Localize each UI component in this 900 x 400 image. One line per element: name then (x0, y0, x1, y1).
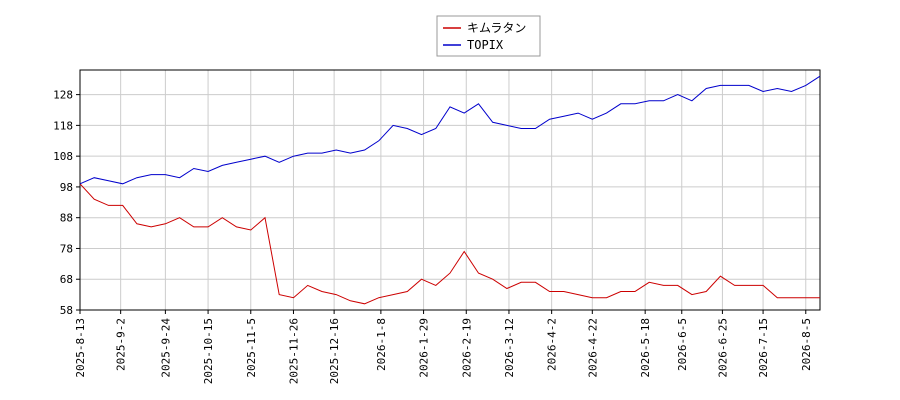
x-tick-label: 2025-11-5 (245, 318, 258, 378)
x-tick-label: 2025-10-15 (202, 318, 215, 384)
series-line (79, 183, 820, 305)
x-tick-label: 2025-9-24 (159, 318, 172, 378)
y-tick-label: 78 (60, 242, 73, 255)
x-tick-label: 2025-8-13 (74, 318, 87, 378)
y-tick-label: 98 (60, 181, 73, 194)
x-tick-label: 2026-7-15 (757, 318, 770, 378)
legend-box (436, 15, 541, 57)
y-tick-label: 58 (60, 304, 73, 317)
y-tick-label: 118 (53, 119, 73, 132)
y-tick-label: 128 (53, 89, 73, 102)
x-tick-label: 2026-6-5 (676, 318, 689, 371)
x-tick-label: 2026-4-22 (586, 318, 599, 378)
y-tick-label: 68 (60, 273, 73, 286)
x-tick-label: 2025-9-2 (115, 318, 128, 371)
x-tick-label: 2026-3-12 (503, 318, 516, 378)
legend-label: TOPIX (467, 38, 504, 52)
plot-frame (79, 69, 821, 311)
x-tick-label: 2026-4-2 (546, 318, 559, 371)
x-tick-label: 2026-6-25 (716, 318, 729, 378)
x-tick-label: 2026-5-18 (639, 318, 652, 378)
x-tick-label: 2025-11-26 (287, 318, 300, 384)
x-tick-label: 2025-12-16 (328, 318, 341, 384)
x-tick-label: 2026-1-8 (375, 318, 388, 371)
legend-label: キムラタン (467, 21, 526, 35)
x-tick-label: 2026-1-29 (418, 318, 431, 378)
x-tick-label: 2026-8-5 (800, 318, 813, 371)
series-line (79, 75, 821, 185)
x-tick-label: 2026-2-19 (460, 318, 473, 378)
y-tick-label: 88 (60, 212, 73, 225)
y-tick-label: 108 (53, 150, 73, 163)
